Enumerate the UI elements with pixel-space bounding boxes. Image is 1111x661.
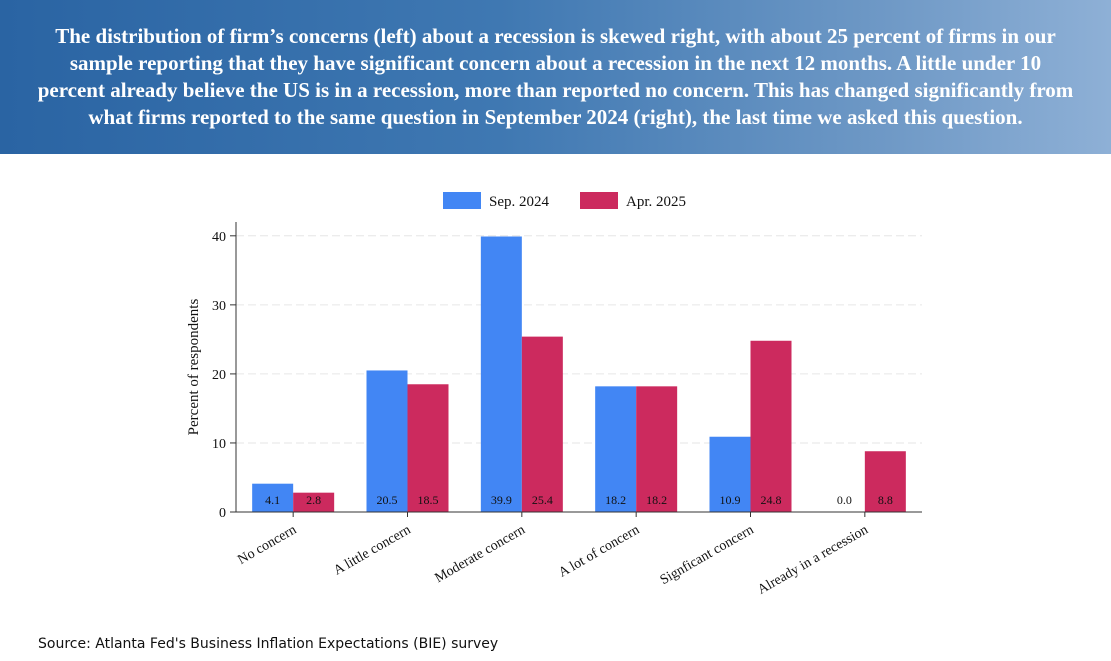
x-tick-label-2: Moderate concern (432, 522, 527, 586)
bar-apr-2025-4 (750, 340, 792, 512)
y-tick-label-1: 10 (212, 437, 226, 452)
legend-swatch-sep-2024 (443, 192, 481, 209)
data-label-sep-2024-3: 18.2 (605, 493, 626, 507)
bar-apr-2025-0 (293, 492, 335, 512)
bar-sep-2024-4 (709, 436, 751, 512)
bar-apr-2025-3 (636, 386, 678, 512)
data-label-apr-2025-2: 25.4 (532, 493, 553, 507)
y-tick-label-4: 40 (212, 230, 226, 245)
x-tick-label-1: A little concern (331, 522, 413, 578)
y-axis-title: Percent of respondents (186, 299, 202, 436)
headline-text: The distribution of firm’s concerns (lef… (37, 24, 1074, 129)
x-tick-label-3: A lot of concern (556, 522, 642, 580)
data-label-apr-2025-4: 24.8 (761, 493, 782, 507)
bar-sep-2024-0 (252, 483, 294, 512)
data-label-sep-2024-4: 10.9 (720, 493, 741, 507)
data-label-sep-2024-1: 20.5 (377, 493, 398, 507)
source-note: Source: Atlanta Fed's Business Inflation… (38, 636, 499, 652)
x-tick-label-0: No concern (235, 522, 299, 567)
bar-sep-2024-1 (366, 370, 408, 512)
legend-label-sep-2024: Sep. 2024 (489, 194, 550, 210)
data-label-sep-2024-2: 39.9 (491, 493, 512, 507)
y-tick-label-3: 30 (212, 299, 226, 314)
data-label-apr-2025-3: 18.2 (646, 493, 667, 507)
data-label-sep-2024-0: 4.1 (265, 493, 280, 507)
headline-banner: The distribution of firm’s concerns (lef… (0, 0, 1111, 154)
bar-chart: 4.1 20.5 39.9 18.2 10.9 0.0 2.8 18.5 25.4 18.2 24.… (186, 192, 922, 598)
y-tick-label-2: 20 (212, 368, 226, 383)
bar-sep-2024-2 (480, 236, 522, 512)
bar-apr-2025-2 (521, 336, 563, 512)
y-tick-label-0: 0 (219, 506, 226, 521)
bar-sep-2024-3 (595, 386, 637, 512)
data-label-apr-2025-5: 8.8 (878, 493, 893, 507)
legend-label-apr-2025: Apr. 2025 (626, 194, 686, 210)
x-tick-label-5: Already in a recession (755, 522, 871, 597)
bar-apr-2025-5 (864, 451, 906, 512)
data-label-apr-2025-1: 18.5 (418, 493, 439, 507)
data-label-sep-2024-5: 0.0 (837, 493, 852, 507)
x-tick-label-4: Signficant concern (658, 522, 757, 588)
data-label-apr-2025-0: 2.8 (306, 493, 321, 507)
bar-apr-2025-1 (407, 384, 449, 512)
legend-swatch-apr-2025 (580, 192, 618, 209)
